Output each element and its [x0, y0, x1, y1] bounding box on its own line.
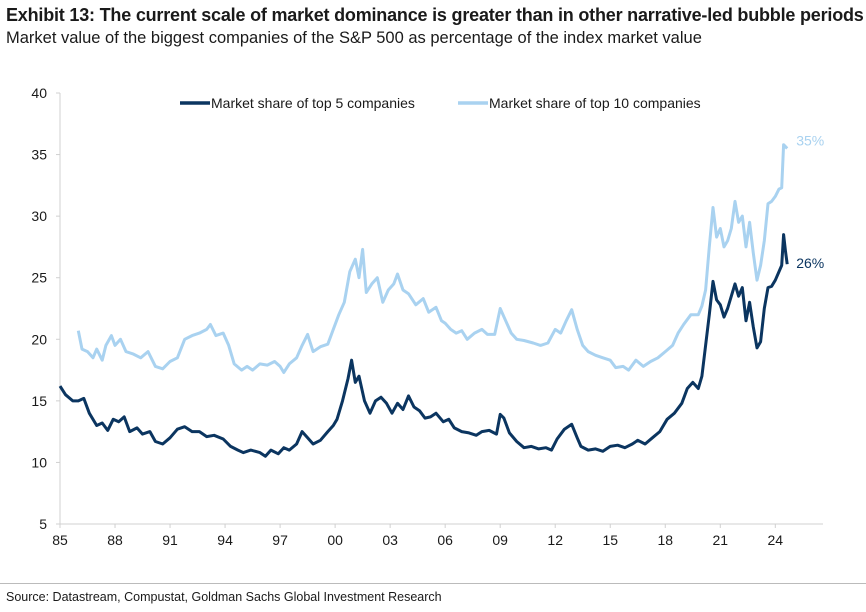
x-tick-label: 21 — [712, 532, 728, 548]
x-tick-label: 91 — [162, 532, 178, 548]
y-tick-label: 25 — [31, 270, 47, 286]
legend-label-top5: Market share of top 5 companies — [211, 95, 415, 111]
x-tick-label: 18 — [657, 532, 673, 548]
y-tick-label: 5 — [39, 516, 47, 532]
x-tick-label: 88 — [107, 532, 123, 548]
x-tick-label: 24 — [768, 532, 784, 548]
y-tick-label: 30 — [31, 208, 47, 224]
x-tick-label: 12 — [547, 532, 563, 548]
source-note: Source: Datastream, Compustat, Goldman S… — [6, 590, 442, 604]
end-label-top10: 35% — [796, 132, 824, 148]
y-tick-label: 10 — [31, 454, 47, 470]
x-tick-label: 97 — [272, 532, 288, 548]
divider — [0, 583, 866, 584]
x-tick-label: 03 — [382, 532, 398, 548]
chart-title: Exhibit 13: The current scale of market … — [6, 5, 864, 25]
line-chart: 5 10 15 20 25 30 35 40 85 88 91 94 97 00 03 06 09 12 15 18 2… — [31, 85, 824, 548]
series-line-top10 — [76, 143, 789, 374]
x-tick-label: 15 — [602, 532, 618, 548]
legend-label-top10: Market share of top 10 companies — [489, 95, 701, 111]
chart-subtitle: Market value of the biggest companies of… — [6, 29, 702, 47]
y-tick-label: 40 — [31, 85, 47, 101]
x-tick-label: 09 — [492, 532, 508, 548]
y-tick-label: 15 — [31, 393, 47, 409]
x-tick-label: 94 — [217, 532, 233, 548]
x-tick-label: 06 — [437, 532, 453, 548]
x-tick-label: 85 — [52, 532, 68, 548]
end-label-top5: 26% — [796, 255, 824, 271]
series-line-top5 — [58, 233, 789, 458]
y-tick-label: 20 — [31, 331, 47, 347]
y-tick-label: 35 — [31, 147, 47, 163]
x-tick-label: 00 — [327, 532, 343, 548]
